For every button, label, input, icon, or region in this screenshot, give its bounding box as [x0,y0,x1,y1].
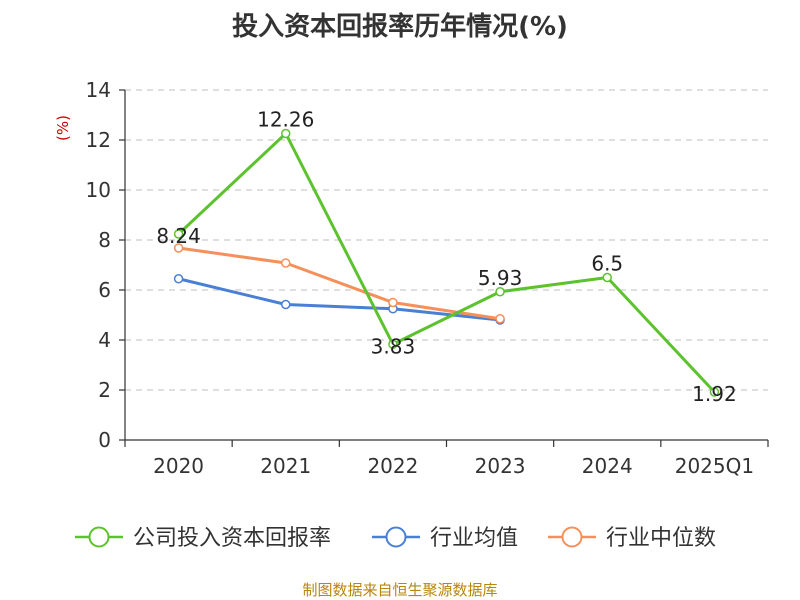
data-label: 3.83 [371,334,416,358]
data-point [173,243,184,253]
legend-label: 行业均值 [430,526,518,551]
x-tick-label: 2024 [582,454,633,478]
chart-title: 投入资本回报率历年情况(%) [232,12,568,42]
data-point [709,387,720,397]
y-tick-label: 2 [98,378,111,402]
legend-marker [561,526,583,548]
data-point [495,314,505,324]
series-line-1 [178,277,501,322]
series-line-2 [178,246,501,321]
legend: 公司投入资本回报率 行业均值 行业中位数 [75,526,716,551]
y-tick-label: 6 [98,278,111,302]
series-line-0 [177,132,716,394]
gridlines [125,89,768,391]
data-label: 5.93 [478,266,523,290]
legend-label: 行业中位数 [606,526,716,551]
y-tick-label: 8 [98,228,111,252]
data-source-note: 制图数据来自恒生聚源数据库 [302,581,498,599]
x-tick-label: 2023 [475,454,526,478]
axes: 0 2 4 6 8 10 12 14 (%) 2020 2021 2022 2023 2024 2025Q1 [54,78,769,478]
x-tick-label: 2022 [367,454,418,478]
data-point [388,339,398,349]
data-point [602,272,612,283]
data-point [281,299,291,310]
data-labels: 8.24 12.26 3.83 5.93 6.5 1.92 [156,108,736,407]
data-label: 12.26 [257,108,314,132]
data-point [495,287,505,297]
series-lines [173,128,720,397]
legend-marker [88,526,110,548]
y-tick-label: 12 [86,128,111,152]
x-tick-label: 2021 [260,454,311,478]
data-point [281,128,291,139]
legend-marker [385,526,407,548]
data-point [173,274,184,284]
y-axis-label: (%) [54,115,72,141]
x-tick-label: 2025Q1 [675,454,754,478]
y-tick-label: 4 [98,328,111,352]
data-point [281,258,291,268]
data-label: 1.92 [692,382,737,406]
data-label: 8.24 [156,224,201,248]
y-tick-label: 0 [98,428,111,452]
data-point [173,229,184,239]
data-point [388,297,398,308]
y-tick-label: 14 [86,78,111,102]
legend-label: 公司投入资本回报率 [133,526,331,551]
y-tick-label: 10 [86,178,111,202]
data-label: 6.5 [591,252,623,276]
x-tick-label: 2020 [153,454,204,478]
